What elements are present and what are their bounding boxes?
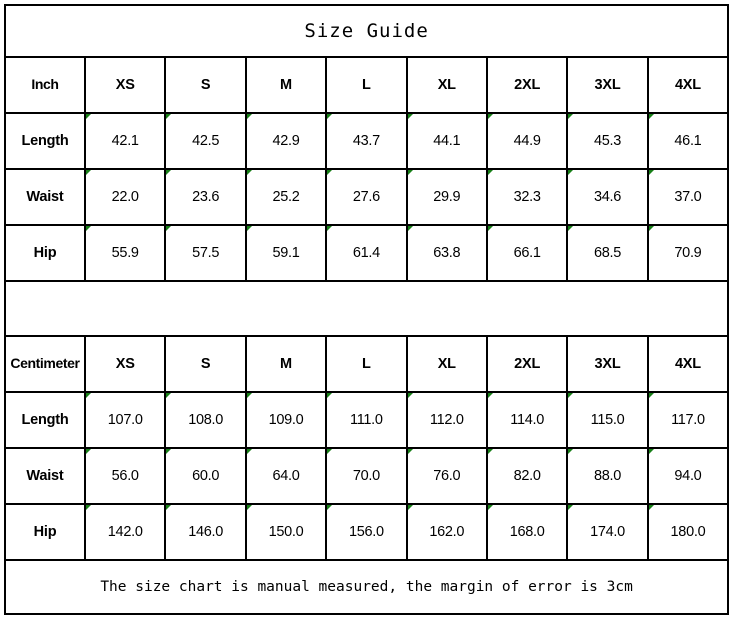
cm-hip-l: 156.0: [325, 503, 408, 561]
inch-size-header-m: M: [244, 56, 328, 114]
cm-hip-m: 150.0: [244, 503, 328, 561]
cm-length-s: 108.0: [164, 391, 247, 449]
inch-waist-2xl: 32.3: [485, 168, 569, 226]
cm-size-header-m: M: [244, 335, 328, 393]
cm-hip-2xl: 168.0: [485, 503, 569, 561]
cm-size-header-xs: XS: [83, 335, 167, 393]
table-row: Length 42.1 42.5 42.9 43.7 44.1 44.9 45.…: [4, 112, 730, 170]
cm-length-3xl: 115.0: [566, 391, 649, 449]
table-row: Waist 22.0 23.6 25.2 27.6 29.9 32.3 34.6…: [4, 168, 730, 226]
inch-length-2xl: 44.9: [485, 112, 569, 170]
cm-size-header-xl: XL: [405, 335, 488, 393]
cm-hip-3xl: 174.0: [566, 503, 649, 561]
inch-length-l: 43.7: [325, 112, 408, 170]
cm-size-header-2xl: 2XL: [485, 335, 569, 393]
inch-length-xl: 44.1: [405, 112, 488, 170]
inch-size-header-2xl: 2XL: [485, 56, 569, 114]
inch-size-header-xs: XS: [83, 56, 167, 114]
inch-size-header-l: L: [325, 56, 408, 114]
inch-waist-l: 27.6: [325, 168, 408, 226]
inch-waist-xl: 29.9: [405, 168, 488, 226]
cm-hip-xl: 162.0: [405, 503, 488, 561]
cm-length-xl: 112.0: [405, 391, 488, 449]
cm-size-header-3xl: 3XL: [566, 335, 649, 393]
inch-hip-xs: 55.9: [83, 224, 167, 282]
table-separator: [3, 280, 730, 337]
footer-note-row: The size chart is manual measured, the m…: [3, 559, 730, 615]
cm-length-4xl: 117.0: [646, 391, 730, 449]
page-title: Size Guide: [3, 4, 730, 58]
size-guide-table: Size Guide Inch XS S M L XL 2XL 3XL 4XL …: [3, 4, 730, 615]
inch-length-xs: 42.1: [83, 112, 167, 170]
inch-length-m: 42.9: [244, 112, 328, 170]
inch-hip-4xl: 70.9: [646, 224, 730, 282]
inch-length-4xl: 46.1: [646, 112, 730, 170]
inch-hip-s: 57.5: [164, 224, 247, 282]
cm-waist-3xl: 88.0: [566, 447, 649, 505]
title-row: Size Guide: [3, 4, 730, 58]
table-row: Waist 56.0 60.0 64.0 70.0 76.0 82.0 88.0…: [4, 447, 730, 505]
table-row: Length 107.0 108.0 109.0 111.0 112.0 114…: [4, 391, 730, 449]
cm-hip-s: 146.0: [164, 503, 247, 561]
inch-row-label-length: Length: [4, 112, 86, 170]
cm-waist-m: 64.0: [244, 447, 328, 505]
inch-row-label-hip: Hip: [4, 224, 86, 282]
inch-size-header-xl: XL: [405, 56, 488, 114]
inch-size-header-3xl: 3XL: [566, 56, 649, 114]
cm-length-xs: 107.0: [83, 391, 167, 449]
inch-waist-4xl: 37.0: [646, 168, 730, 226]
table-row: Hip 142.0 146.0 150.0 156.0 162.0 168.0 …: [4, 503, 730, 561]
inch-size-header-4xl: 4XL: [646, 56, 730, 114]
cm-hip-xs: 142.0: [83, 503, 167, 561]
inch-waist-m: 25.2: [244, 168, 328, 226]
table-separator-row: [3, 280, 730, 337]
cm-waist-2xl: 82.0: [485, 447, 569, 505]
cm-waist-s: 60.0: [164, 447, 247, 505]
table-row: Hip 55.9 57.5 59.1 61.4 63.8 66.1 68.5 7…: [4, 224, 730, 282]
inch-hip-3xl: 68.5: [566, 224, 649, 282]
inch-header-row: Inch XS S M L XL 2XL 3XL 4XL: [4, 56, 730, 114]
cm-size-header-l: L: [325, 335, 408, 393]
cm-hip-4xl: 180.0: [646, 503, 730, 561]
inch-size-header-s: S: [164, 56, 247, 114]
cm-length-2xl: 114.0: [485, 391, 569, 449]
cm-length-m: 109.0: [244, 391, 328, 449]
inch-waist-s: 23.6: [164, 168, 247, 226]
inch-row-label-waist: Waist: [4, 168, 86, 226]
cm-size-header-s: S: [164, 335, 247, 393]
cm-waist-4xl: 94.0: [646, 447, 730, 505]
inch-hip-m: 59.1: [244, 224, 328, 282]
inch-hip-xl: 63.8: [405, 224, 488, 282]
inch-hip-l: 61.4: [325, 224, 408, 282]
inch-length-3xl: 45.3: [566, 112, 649, 170]
inch-waist-xs: 22.0: [83, 168, 167, 226]
inch-waist-3xl: 34.6: [566, 168, 649, 226]
inch-hip-2xl: 66.1: [485, 224, 569, 282]
cm-length-l: 111.0: [325, 391, 408, 449]
cm-header-row: Centimeter XS S M L XL 2XL 3XL 4XL: [4, 335, 730, 393]
cm-row-label-length: Length: [4, 391, 86, 449]
cm-unit-header: Centimeter: [4, 335, 86, 393]
cm-size-header-4xl: 4XL: [646, 335, 730, 393]
cm-waist-l: 70.0: [325, 447, 408, 505]
cm-row-label-hip: Hip: [4, 503, 86, 561]
cm-row-label-waist: Waist: [4, 447, 86, 505]
inch-length-s: 42.5: [164, 112, 247, 170]
cm-waist-xs: 56.0: [83, 447, 167, 505]
cm-waist-xl: 76.0: [405, 447, 488, 505]
inch-unit-header: Inch: [4, 56, 86, 114]
measurement-disclaimer: The size chart is manual measured, the m…: [3, 559, 730, 615]
